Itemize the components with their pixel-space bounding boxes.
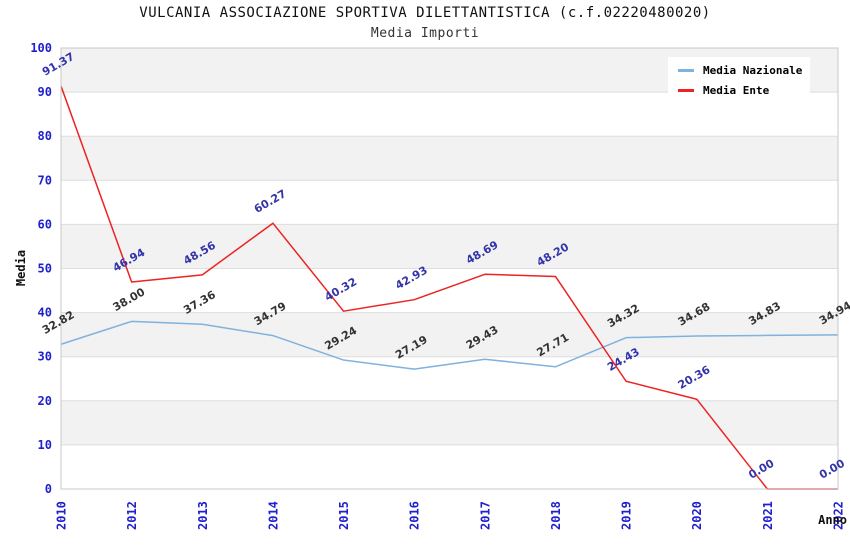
x-tick-label: 2013: [196, 501, 210, 530]
y-tick-label: 90: [38, 85, 52, 99]
x-tick-label: 2017: [478, 501, 492, 530]
x-tick-label: 2022: [832, 501, 846, 530]
legend-label: Media Nazionale: [703, 63, 803, 77]
y-tick-label: 50: [38, 262, 52, 276]
x-tick-label: 2015: [337, 501, 351, 530]
y-tick-label: 100: [30, 41, 52, 55]
x-tick-label: 2016: [408, 501, 422, 530]
plot-band: [61, 136, 838, 181]
x-tick-label: 2020: [690, 501, 704, 530]
legend-item-media-nazionale: Media Nazionale: [668, 62, 810, 78]
legend-swatch-nazionale-icon: [678, 68, 694, 72]
legend-swatch-ente-icon: [678, 88, 694, 92]
legend-label: Media Ente: [703, 83, 770, 97]
plot-band: [61, 400, 838, 445]
chart-subtitle: Media Importi: [370, 26, 480, 41]
y-tick-label: 80: [38, 129, 52, 143]
data-label: 0.00: [746, 457, 776, 482]
y-axis-title: Media: [14, 250, 28, 286]
data-label: 0.00: [817, 457, 847, 482]
y-tick-label: 20: [38, 394, 52, 408]
y-tick-label: 70: [38, 173, 52, 187]
series-line-media-ente: [60, 85, 838, 490]
data-label: 60.27: [252, 187, 289, 216]
x-axis-title: Anno: [818, 513, 847, 527]
y-tick-label: 40: [38, 306, 52, 320]
x-tick-label: 2014: [266, 501, 280, 530]
y-tick-label: 10: [38, 438, 52, 452]
x-tick-label: 2018: [549, 501, 563, 530]
data-label: 40.32: [323, 275, 360, 304]
data-label: 20.36: [676, 363, 713, 392]
x-tick-label: 2021: [761, 501, 775, 530]
y-tick-label: 0: [45, 482, 52, 496]
plot-band: [61, 312, 838, 357]
x-tick-label: 2012: [125, 501, 139, 530]
plot-band: [61, 224, 838, 269]
legend-item-media-ente: Media Ente: [668, 82, 810, 98]
plot-border: [60, 47, 839, 490]
series-line-media-nazionale: [60, 320, 839, 370]
y-tick-label: 30: [38, 350, 52, 364]
x-tick-label: 2010: [55, 501, 69, 530]
y-tick-label: 60: [38, 217, 52, 231]
data-label: 38.00: [111, 285, 148, 314]
chart-title: VULCANIA ASSOCIAZIONE SPORTIVA DILETTANT…: [139, 5, 711, 21]
legend-box: Media Nazionale Media Ente: [668, 57, 810, 103]
x-tick-label: 2019: [620, 501, 634, 530]
